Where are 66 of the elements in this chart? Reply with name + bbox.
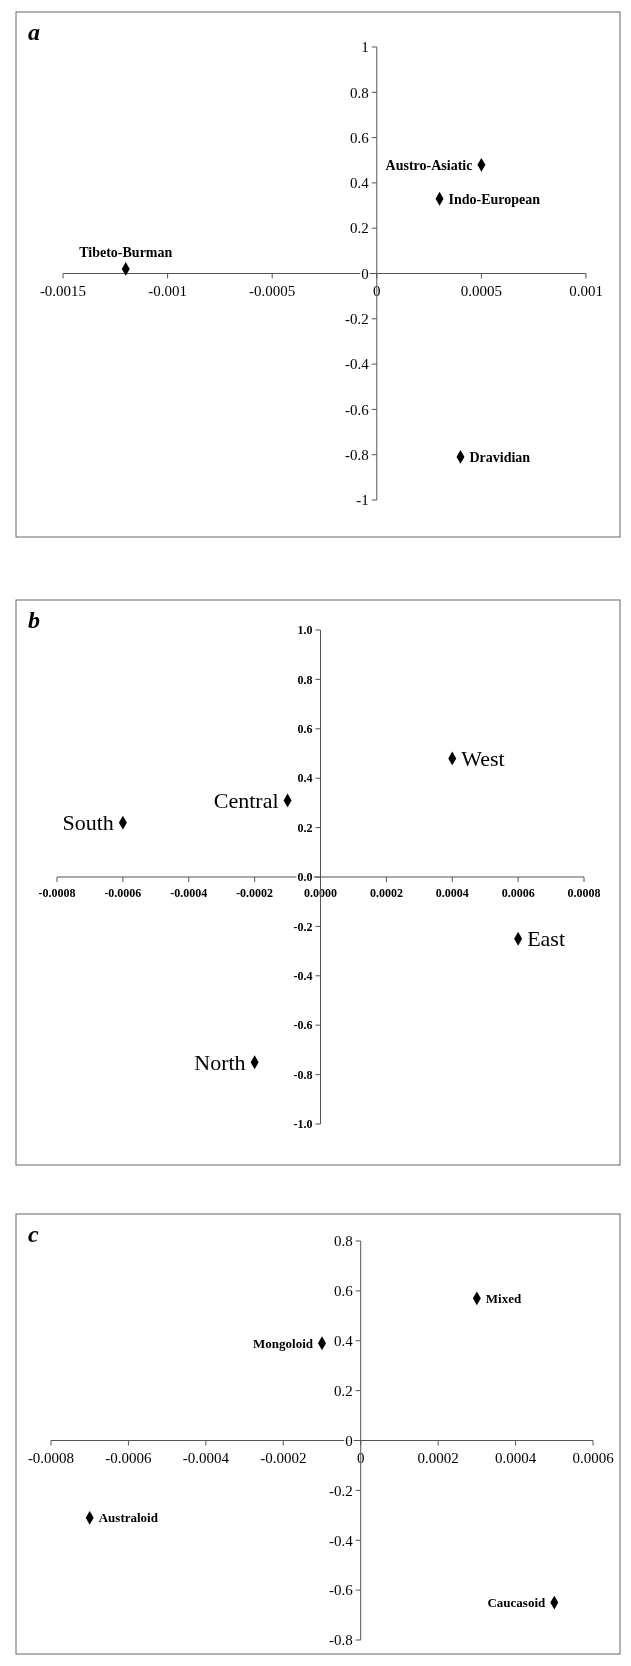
y-tick-label: 0.8 bbox=[297, 672, 313, 687]
y-tick-label: -0.8 bbox=[345, 446, 369, 463]
y-tick-label: -0.2 bbox=[328, 1482, 353, 1499]
x-tick-label: 0.0008 bbox=[567, 885, 601, 900]
x-tick-label: -0.0004 bbox=[182, 1449, 230, 1466]
y-tick-label: -1 bbox=[356, 492, 369, 509]
y-tick-label: -0.4 bbox=[293, 969, 313, 983]
y-tick-label: -0.8 bbox=[293, 1067, 313, 1082]
annotation: Indo-European bbox=[448, 191, 541, 207]
annotation: Australoid bbox=[98, 1510, 159, 1526]
y-tick-label: 0.8 bbox=[350, 84, 369, 101]
y-tick-label: -0.4 bbox=[328, 1532, 354, 1549]
y-tick-label: 0.2 bbox=[333, 1382, 353, 1399]
x-tick-label: -0.0002 bbox=[236, 885, 274, 900]
y-tick-label: 0.0 bbox=[297, 870, 313, 885]
y-tick-label: 0.8 bbox=[333, 1233, 353, 1250]
y-tick-label: 0.6 bbox=[333, 1283, 354, 1300]
x-tick-label: 0 bbox=[373, 282, 381, 299]
y-tick-label: -0.6 bbox=[345, 401, 370, 418]
annotation: South bbox=[62, 810, 114, 836]
y-tick-label: 1 bbox=[361, 39, 369, 56]
annotation: Central bbox=[213, 788, 279, 814]
annotation: Austro-Asiatic bbox=[385, 157, 473, 173]
x-tick-label: -0.0015 bbox=[39, 282, 87, 299]
annotation: East bbox=[527, 926, 566, 952]
y-tick-label: -1.0 bbox=[293, 1117, 313, 1132]
x-tick-label: 0.0006 bbox=[501, 885, 535, 900]
x-tick-label: 0.0002 bbox=[369, 885, 403, 900]
x-tick-label: 0.0004 bbox=[494, 1449, 537, 1466]
y-tick-label: 0.6 bbox=[350, 129, 370, 146]
x-tick-label: 0.0006 bbox=[572, 1449, 615, 1466]
y-tick-label: 0.4 bbox=[297, 771, 313, 786]
y-tick-label: 1.0 bbox=[297, 623, 313, 638]
annotation: North bbox=[194, 1049, 246, 1075]
annotation: West bbox=[461, 746, 505, 772]
annotation: Caucasoid bbox=[487, 1595, 547, 1611]
y-tick-label: -0.2 bbox=[293, 919, 313, 934]
y-tick-label: 0.6 bbox=[297, 722, 313, 736]
y-tick-label: -0.4 bbox=[345, 356, 370, 373]
x-tick-label: -0.0008 bbox=[38, 885, 76, 900]
x-tick-label: -0.001 bbox=[148, 282, 187, 299]
chart-title: a bbox=[28, 19, 40, 45]
x-tick-label: -0.0005 bbox=[249, 282, 296, 299]
annotation: Mongoloid bbox=[253, 1335, 314, 1351]
y-tick-label: -0.2 bbox=[345, 311, 369, 328]
x-tick-label: 0.0004 bbox=[435, 885, 469, 900]
chart-title: c bbox=[28, 1221, 39, 1247]
y-tick-label: 0.4 bbox=[333, 1333, 354, 1349]
x-tick-label: 0.0005 bbox=[460, 282, 503, 299]
y-tick-label: 0.2 bbox=[350, 220, 369, 237]
x-tick-label: -0.0008 bbox=[27, 1449, 75, 1466]
y-tick-label: 0.2 bbox=[297, 820, 313, 835]
annotation: Tibeto-Burman bbox=[79, 244, 173, 260]
y-tick-label: -0.8 bbox=[328, 1632, 353, 1649]
y-tick-label: -0.6 bbox=[328, 1582, 354, 1599]
x-tick-label: -0.0006 bbox=[104, 885, 142, 900]
chart-title: b bbox=[28, 607, 40, 633]
x-tick-label: 0.0002 bbox=[417, 1449, 459, 1466]
x-tick-label: -0.0006 bbox=[105, 1449, 153, 1466]
x-tick-label: 0.001 bbox=[569, 282, 603, 299]
x-tick-label: -0.0002 bbox=[260, 1449, 307, 1466]
y-tick-label: -0.6 bbox=[293, 1018, 313, 1033]
y-tick-label: 0.4 bbox=[350, 175, 370, 192]
annotation: Dravidian bbox=[469, 449, 531, 465]
annotation: Mixed bbox=[485, 1290, 523, 1306]
x-tick-label: -0.0004 bbox=[170, 885, 208, 900]
